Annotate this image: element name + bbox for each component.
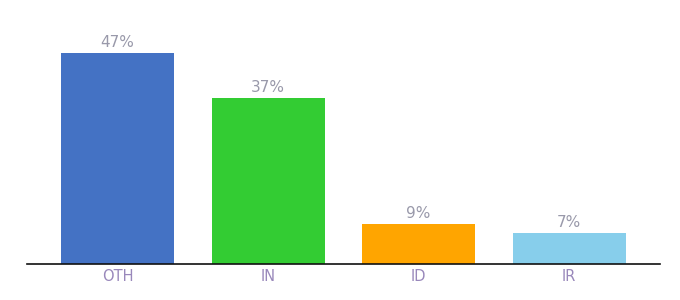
Bar [61, 52, 174, 264]
Text: 37%: 37% [251, 80, 285, 95]
Text: 7%: 7% [557, 215, 581, 230]
Bar [211, 98, 324, 264]
Text: 47%: 47% [101, 35, 135, 50]
Bar [362, 224, 475, 264]
Bar [513, 232, 626, 264]
Text: 9%: 9% [407, 206, 431, 221]
